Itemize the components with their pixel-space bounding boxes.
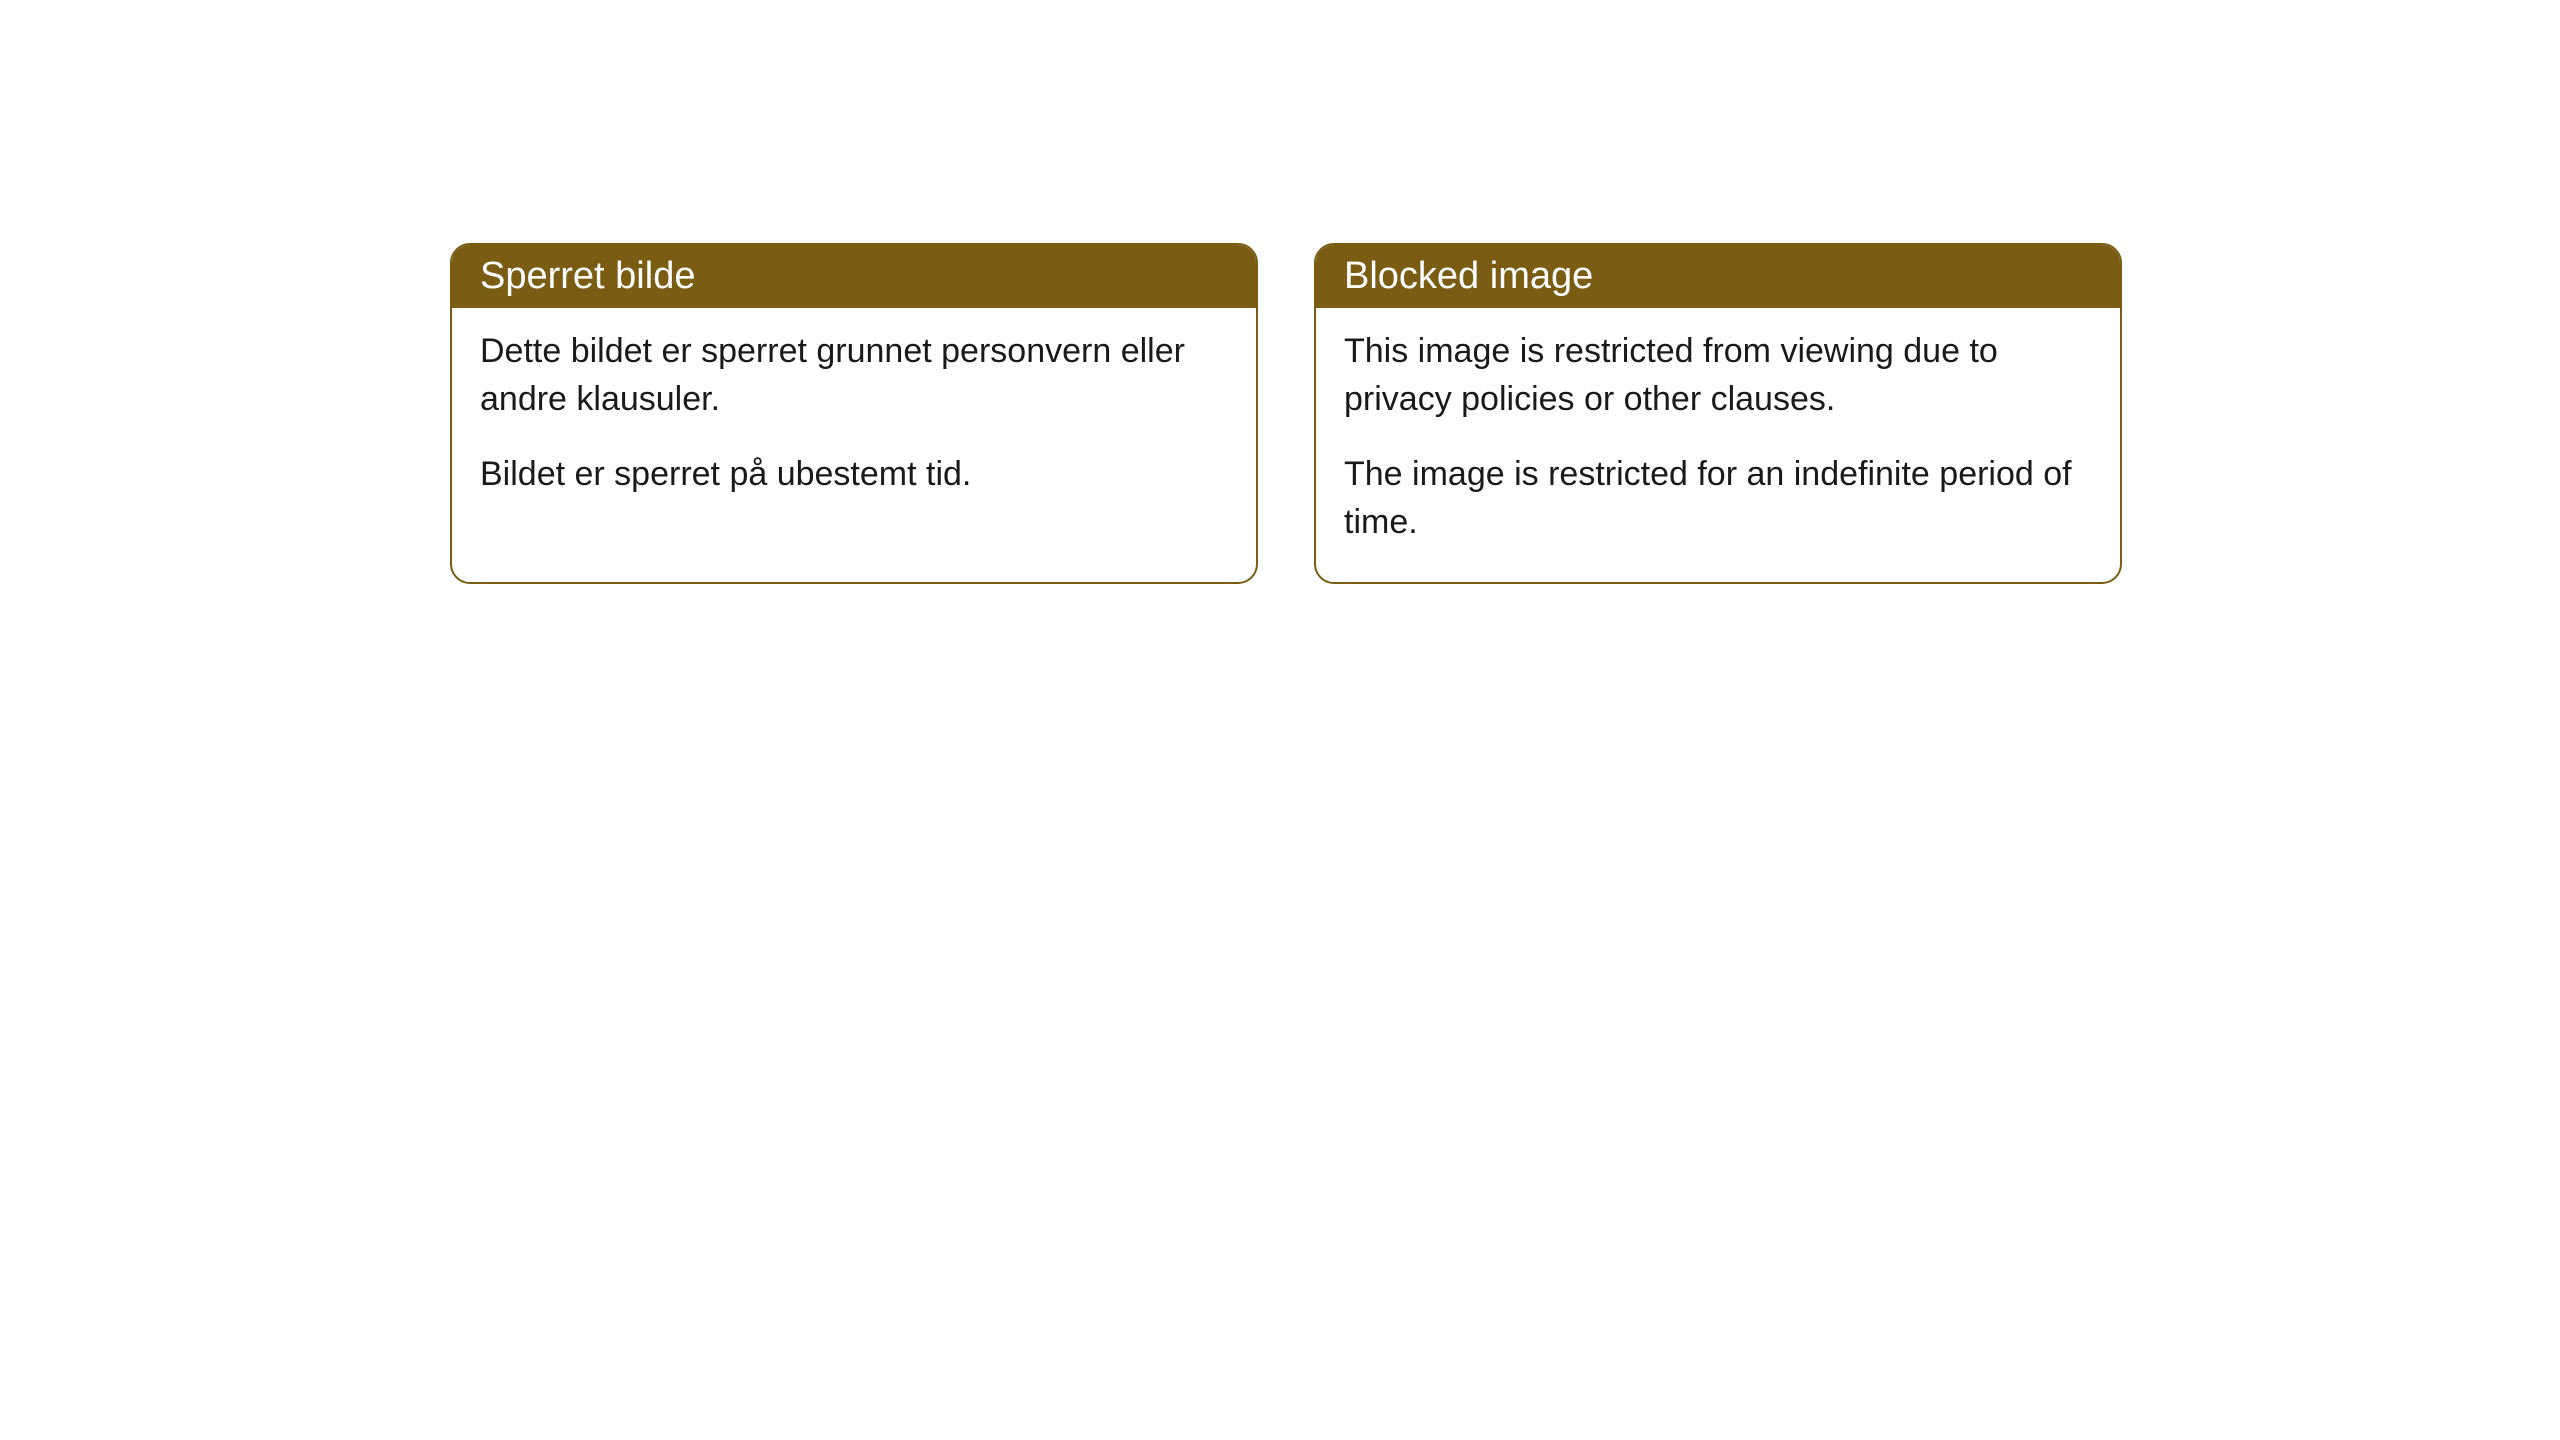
card-paragraph: Bildet er sperret på ubestemt tid. <box>480 451 1228 499</box>
card-paragraph: This image is restricted from viewing du… <box>1344 328 2092 423</box>
card-header: Blocked image <box>1316 245 2120 308</box>
card-title: Blocked image <box>1344 255 1593 297</box>
card-paragraph: Dette bildet er sperret grunnet personve… <box>480 328 1228 423</box>
card-title: Sperret bilde <box>480 255 695 297</box>
notice-container: Sperret bilde Dette bildet er sperret gr… <box>450 243 2122 584</box>
blocked-image-card-no: Sperret bilde Dette bildet er sperret gr… <box>450 243 1258 584</box>
card-paragraph: The image is restricted for an indefinit… <box>1344 451 2092 546</box>
card-header: Sperret bilde <box>452 245 1256 308</box>
card-body: This image is restricted from viewing du… <box>1316 308 2120 582</box>
blocked-image-card-en: Blocked image This image is restricted f… <box>1314 243 2122 584</box>
card-body: Dette bildet er sperret grunnet personve… <box>452 308 1256 535</box>
